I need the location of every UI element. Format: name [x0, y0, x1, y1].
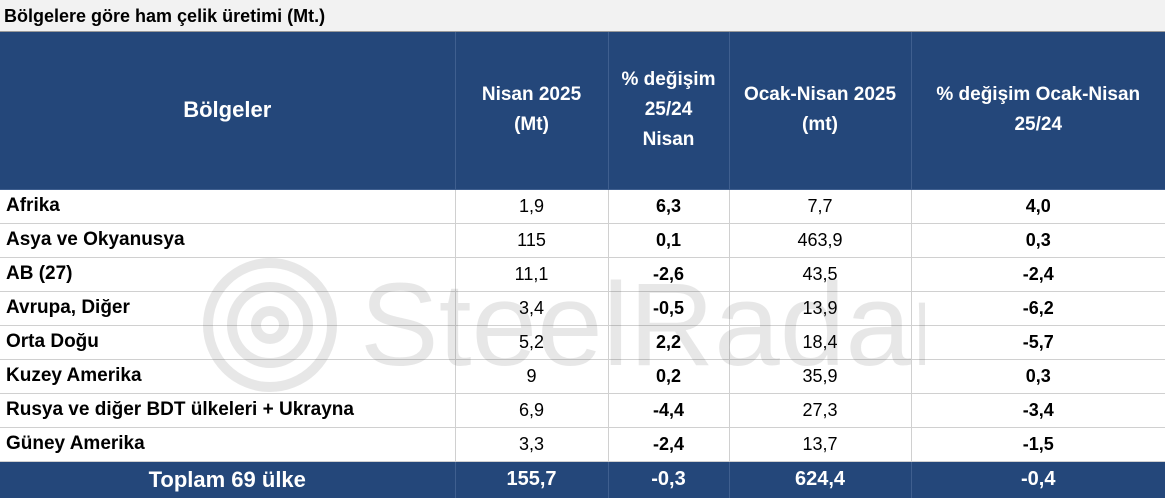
- header-jan-apr-2025-line2: (mt): [802, 114, 838, 136]
- header-april-2025: Nisan 2025 (Mt): [454, 32, 608, 189]
- steel-production-table: Bölgeler Nisan 2025 (Mt) % değişim 25/24…: [0, 32, 1165, 498]
- ytd-value-cell: 35,9: [728, 359, 911, 394]
- header-april-2025-line1: Nisan 2025: [481, 84, 582, 106]
- ytd-value-cell: 43,5: [728, 257, 911, 292]
- table-row: Orta Doğu 5,2 2,2 18,4 -5,7: [0, 325, 1165, 360]
- april-value-cell: 6,9: [454, 393, 608, 428]
- ytd-change-cell: -3,4: [910, 393, 1165, 428]
- total-ytd-value: 624,4: [728, 461, 911, 498]
- total-ytd-change: -0,4: [910, 461, 1165, 498]
- ytd-change-cell: 0,3: [910, 223, 1165, 258]
- total-label: Toplam 69 ülke: [0, 461, 455, 498]
- region-cell: Orta Doğu: [0, 325, 455, 360]
- table-row: Rusya ve diğer BDT ülkeleri + Ukrayna 6,…: [0, 393, 1165, 428]
- april-change-cell: -2,6: [607, 257, 729, 292]
- ytd-change-cell: -5,7: [910, 325, 1165, 360]
- table-row: Afrika 1,9 6,3 7,7 4,0: [0, 188, 1165, 224]
- april-change-cell: -0,5: [607, 291, 729, 326]
- header-april-change: % değişim 25/24 Nisan: [607, 32, 729, 189]
- region-cell: Avrupa, Diğer: [0, 291, 455, 326]
- table-row: Avrupa, Diğer 3,4 -0,5 13,9 -6,2: [0, 291, 1165, 326]
- total-april-change: -0,3: [607, 461, 729, 498]
- table-row: AB (27) 11,1 -2,6 43,5 -2,4: [0, 257, 1165, 292]
- april-value-cell: 11,1: [454, 257, 608, 292]
- april-value-cell: 1,9: [454, 188, 608, 224]
- ytd-change-cell: -1,5: [910, 427, 1165, 462]
- april-change-cell: 0,2: [607, 359, 729, 394]
- ytd-change-cell: -6,2: [910, 291, 1165, 326]
- ytd-value-cell: 7,7: [728, 188, 911, 224]
- header-jan-apr-2025-line1: Ocak-Nisan 2025: [743, 84, 897, 106]
- header-april-change-line1: % değişim: [621, 69, 716, 91]
- april-value-cell: 3,3: [454, 427, 608, 462]
- april-value-cell: 115: [454, 223, 608, 258]
- table-row: Kuzey Amerika 9 0,2 35,9 0,3: [0, 359, 1165, 394]
- april-change-cell: 2,2: [607, 325, 729, 360]
- april-change-cell: 0,1: [607, 223, 729, 258]
- header-regions: Bölgeler: [0, 32, 455, 189]
- april-value-cell: 3,4: [454, 291, 608, 326]
- ytd-change-cell: 4,0: [910, 188, 1165, 224]
- total-row: Toplam 69 ülke 155,7 -0,3 624,4 -0,4: [0, 461, 1165, 498]
- table-title: Bölgelere göre ham çelik üretimi (Mt.): [0, 0, 1165, 32]
- ytd-change-cell: 0,3: [910, 359, 1165, 394]
- april-value-cell: 9: [454, 359, 608, 394]
- april-change-cell: -4,4: [607, 393, 729, 428]
- ytd-change-cell: -2,4: [910, 257, 1165, 292]
- ytd-value-cell: 27,3: [728, 393, 911, 428]
- region-cell: Afrika: [0, 188, 455, 224]
- header-jan-apr-change: % değişim Ocak-Nisan 25/24: [910, 32, 1165, 189]
- ytd-value-cell: 13,7: [728, 427, 911, 462]
- april-value-cell: 5,2: [454, 325, 608, 360]
- header-row: Bölgeler Nisan 2025 (Mt) % değişim 25/24…: [0, 32, 1165, 189]
- total-april-value: 155,7: [454, 461, 608, 498]
- region-cell: Güney Amerika: [0, 427, 455, 462]
- region-cell: Rusya ve diğer BDT ülkeleri + Ukrayna: [0, 393, 455, 428]
- table-row: Asya ve Okyanusya 115 0,1 463,9 0,3: [0, 223, 1165, 258]
- header-april-2025-line2: (Mt): [514, 114, 549, 136]
- ytd-value-cell: 463,9: [728, 223, 911, 258]
- region-cell: Kuzey Amerika: [0, 359, 455, 394]
- table-row: Güney Amerika 3,3 -2,4 13,7 -1,5: [0, 427, 1165, 462]
- header-jan-apr-2025: Ocak-Nisan 2025 (mt): [728, 32, 911, 189]
- header-jan-apr-change-line1: % değişim Ocak-Nisan: [936, 84, 1141, 106]
- region-cell: Asya ve Okyanusya: [0, 223, 455, 258]
- ytd-value-cell: 13,9: [728, 291, 911, 326]
- header-april-change-line3: Nisan: [642, 129, 695, 151]
- header-jan-apr-change-line2: 25/24: [1014, 114, 1063, 136]
- header-april-change-line2: 25/24: [644, 99, 693, 121]
- ytd-value-cell: 18,4: [728, 325, 911, 360]
- april-change-cell: -2,4: [607, 427, 729, 462]
- region-cell: AB (27): [0, 257, 455, 292]
- april-change-cell: 6,3: [607, 188, 729, 224]
